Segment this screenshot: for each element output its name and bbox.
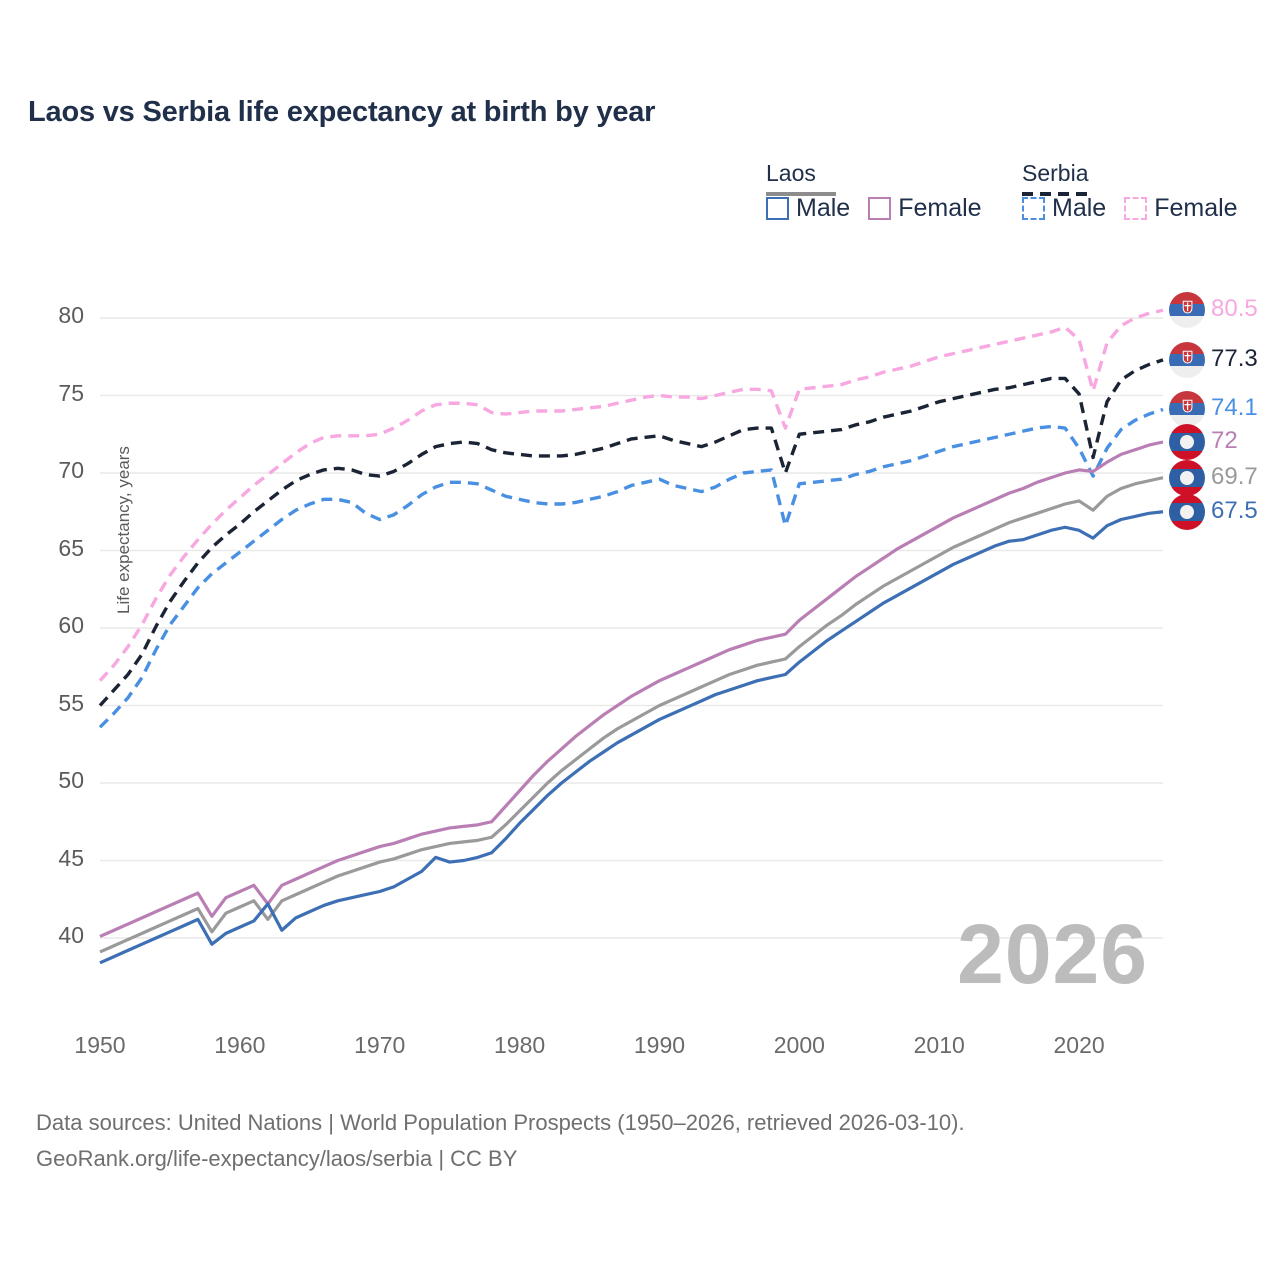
y-tick-label: 50 [58,767,84,793]
flag-icon-laos [1169,459,1205,496]
page-title: Laos vs Serbia life expectancy at birth … [28,96,656,128]
x-tick-label: 2020 [1053,1032,1105,1058]
legend-group-serbia: Serbia Male Female [1022,160,1238,221]
flag-icon-laos [1169,424,1205,460]
end-label-serbia_male: 74.1 [1211,394,1258,422]
footer-line-1: Data sources: United Nations | World Pop… [36,1110,965,1135]
year-watermark: 2026 [957,907,1148,1001]
legend-label-laos-male: Male [796,194,851,222]
y-tick-label: 45 [58,844,84,871]
y-axis-label: Life expectancy, years [114,446,133,614]
legend-group-laos: Laos Male Female [766,160,982,221]
series-line-laos_female [99,440,1164,938]
y-tick-label: 60 [58,612,84,638]
legend-rule-serbia [1022,192,1092,196]
series-line-serbia_female [98,308,1164,682]
legend-label-laos-female: Female [898,194,982,222]
end-label-laos_female: 72 [1211,427,1238,454]
footer-line-2: GeoRank.org/life-expectancy/laos/serbia … [36,1146,518,1171]
legend-swatch-serbia-male [1022,197,1045,220]
legend-country-laos: Laos [766,160,816,186]
y-tick-label: 40 [58,922,84,948]
legend-country-serbia: Serbia [1022,160,1089,186]
y-tick-label: 70 [58,457,84,483]
x-tick-label: 1990 [633,1032,686,1058]
series-line-laos_male [99,510,1164,965]
legend-item-laos-female[interactable]: Female [868,194,982,222]
y-tick-label: 65 [58,534,84,561]
y-tick-label: 75 [58,379,84,406]
legend-swatch-laos-female [868,197,892,220]
legend-rule-laos [766,192,836,196]
x-tick-label: 1980 [494,1032,546,1058]
series-line-serbia_total [98,358,1164,707]
legend-item-laos-male[interactable]: Male [766,196,850,221]
x-tick-label: 1960 [214,1032,266,1058]
legend-label-serbia-female: Female [1154,194,1238,222]
x-tick-label: 1970 [354,1032,406,1058]
flag-icon-laos [1169,493,1205,530]
legend-swatch-serbia-female [1124,197,1148,220]
end-label-laos_total: 69.7 [1211,462,1258,490]
footer-credits: Data sources: United Nations | World Pop… [36,1105,965,1177]
flag-icon-serbia [1169,292,1205,329]
x-tick-label: 2010 [913,1032,965,1058]
y-tick-label: 55 [58,689,84,716]
x-tick-label: 2000 [773,1032,825,1058]
y-tick-label: 80 [58,302,84,328]
series-line-laos_total [99,476,1164,954]
legend-label-serbia-male: Male [1052,194,1107,222]
x-tick-label: 1950 [74,1032,126,1058]
end-label-serbia_total: 77.3 [1211,344,1258,372]
end-label-laos_male: 67.5 [1211,496,1258,524]
legend-item-serbia-male[interactable]: Male [1022,196,1106,221]
chart-legend: Laos Male Female Serbia Male [760,160,1260,240]
legend-swatch-laos-male [766,197,789,220]
flag-icon-serbia [1169,341,1205,378]
legend-item-serbia-female[interactable]: Female [1124,194,1238,222]
flag-icon-serbia [1169,391,1205,428]
end-label-serbia_female: 80.5 [1211,295,1258,323]
series-line-serbia_male [98,407,1164,729]
